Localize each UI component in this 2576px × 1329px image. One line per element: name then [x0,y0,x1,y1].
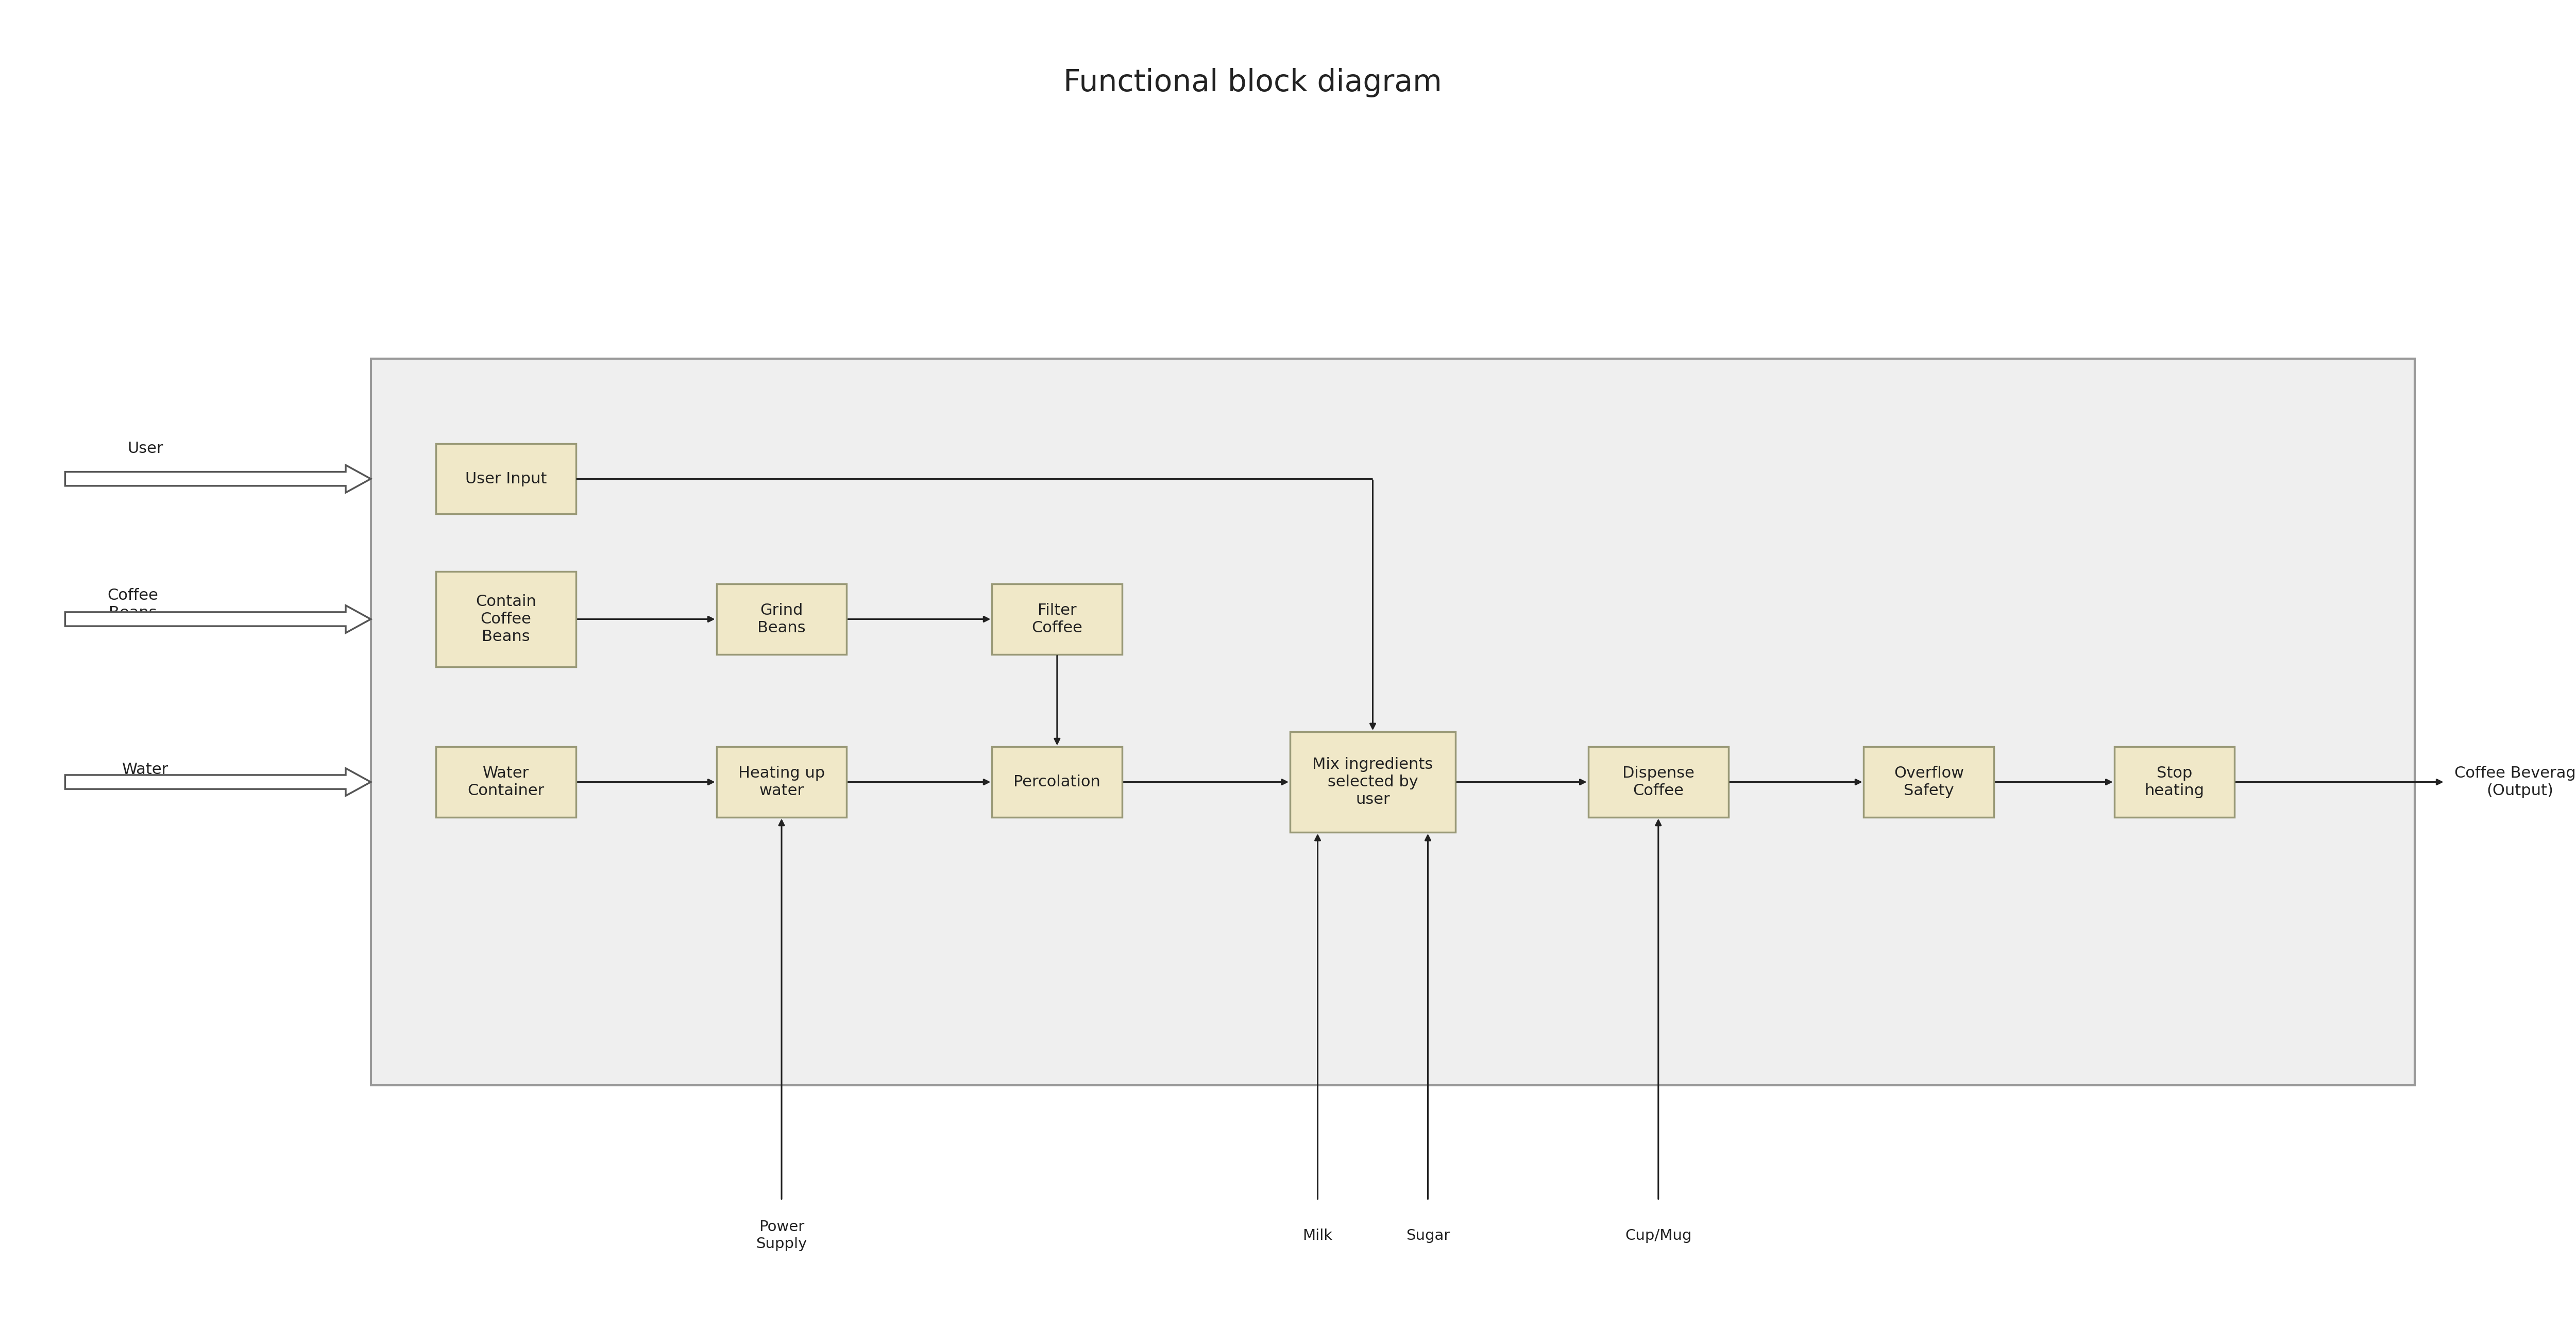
Bar [992,583,1123,654]
Text: Water
Container: Water Container [469,766,544,799]
Text: Stop
heating: Stop heating [2143,766,2205,799]
Text: User: User [126,441,162,456]
Text: Functional block diagram: Functional block diagram [1064,68,1443,97]
Text: Water: Water [121,762,167,777]
Bar [371,359,2414,1086]
Text: Power
Supply: Power Supply [755,1220,806,1251]
Bar [435,747,577,817]
Text: Grind
Beans: Grind Beans [757,603,806,635]
Bar [716,583,848,654]
Bar [435,571,577,667]
Bar [1862,747,1994,817]
Polygon shape [64,768,371,796]
Text: Milk: Milk [1303,1228,1332,1243]
Text: User Input: User Input [466,472,546,486]
Text: Percolation: Percolation [1012,775,1100,789]
Bar [1589,747,1728,817]
Text: Mix ingredients
selected by
user: Mix ingredients selected by user [1311,758,1432,807]
Text: Overflow
Safety: Overflow Safety [1893,766,1963,799]
Polygon shape [64,465,371,493]
Bar [716,747,848,817]
Text: Heating up
water: Heating up water [739,766,824,799]
Bar [1291,732,1455,832]
Bar [435,444,577,514]
Text: Contain
Coffee
Beans: Contain Coffee Beans [477,594,536,645]
Text: Sugar: Sugar [1406,1228,1450,1243]
Text: Coffee Beverage
(Output): Coffee Beverage (Output) [2455,766,2576,799]
Bar [992,747,1123,817]
Text: Dispense
Coffee: Dispense Coffee [1623,766,1695,799]
Polygon shape [64,606,371,633]
Bar [2115,747,2233,817]
Text: Cup/Mug: Cup/Mug [1625,1228,1692,1243]
Text: Coffee
Beans: Coffee Beans [108,587,157,621]
Text: Filter
Coffee: Filter Coffee [1030,603,1082,635]
